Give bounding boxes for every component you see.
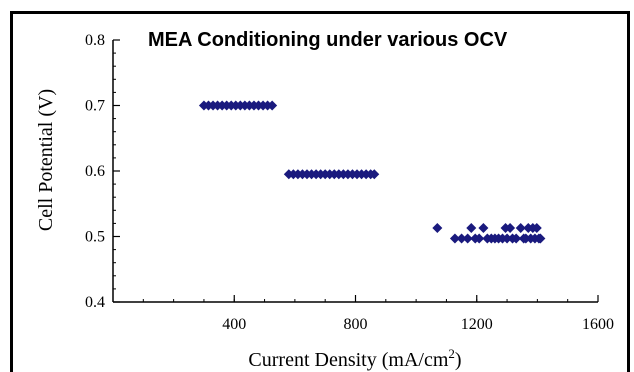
x-tick-label: 800	[344, 316, 368, 333]
x-axis-label-superscript: 2	[448, 346, 455, 361]
y-tick-label: 0.6	[85, 163, 105, 180]
axis-ticks: 0.4 0.5 0.6 0.7 0.8 400 800 1200 1600	[85, 32, 614, 333]
data-point	[267, 100, 278, 111]
x-axis-label: Current Density (mA/cm2)	[248, 346, 461, 371]
y-tick-label: 0.4	[85, 294, 105, 311]
data-point	[505, 222, 516, 233]
data-points	[198, 100, 546, 244]
data-point	[456, 233, 467, 244]
data-point	[502, 233, 513, 244]
data-point	[511, 233, 522, 244]
x-tick-label: 400	[222, 316, 246, 333]
x-axis-label-close: )	[455, 349, 462, 371]
x-axis-label-main: Current Density (mA/cm	[248, 349, 448, 371]
data-point	[515, 222, 526, 233]
data-point	[474, 233, 485, 244]
chart-frame	[10, 11, 630, 372]
data-point	[462, 233, 473, 244]
data-point	[535, 233, 546, 244]
x-tick-label: 1600	[582, 316, 614, 333]
data-point	[466, 222, 477, 233]
data-point	[449, 233, 460, 244]
y-tick-label: 0.5	[85, 229, 105, 246]
data-point	[369, 169, 380, 180]
x-tick-label: 1200	[461, 316, 493, 333]
chart-title: MEA Conditioning under various OCV	[148, 29, 508, 51]
y-tick-label: 0.7	[85, 98, 105, 115]
y-tick-label: 0.8	[85, 32, 105, 49]
y-axis-label: Cell Potential (V)	[35, 89, 57, 231]
data-point	[531, 222, 542, 233]
data-point	[478, 222, 489, 233]
data-point	[432, 222, 443, 233]
